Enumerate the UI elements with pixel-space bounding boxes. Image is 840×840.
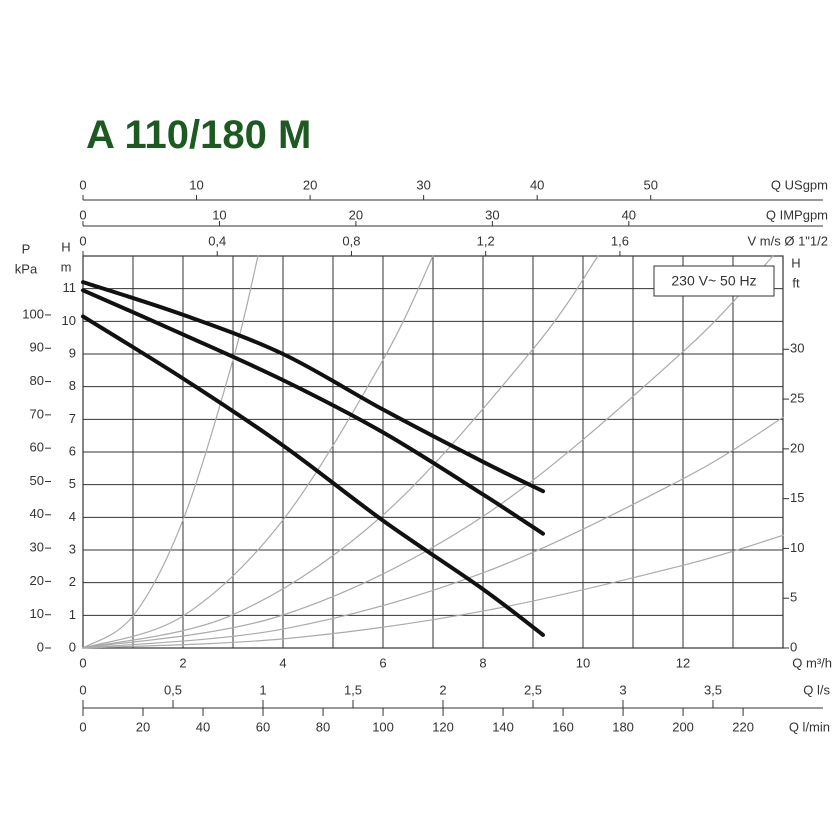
left-tick-label: 60: [30, 440, 44, 455]
y-tick-label: 5: [69, 476, 76, 491]
bottom-tick-label: 60: [256, 719, 270, 734]
left-tick-label: 30: [30, 540, 44, 555]
bottom-tick-label: 20: [136, 719, 150, 734]
x-tick-label: 10: [576, 655, 590, 670]
bottom-tick-label: 180: [612, 719, 634, 734]
right-axis-label: H: [791, 255, 800, 270]
right-axis-unit: ft: [792, 275, 800, 290]
left-tick-label: 80: [30, 373, 44, 388]
y-tick-label: 1: [69, 607, 76, 622]
system-curve: [82, 534, 784, 649]
right-tick-label: 10: [790, 540, 804, 555]
y-tick-label: 7: [69, 411, 76, 426]
x-tick-label: 4: [279, 655, 286, 670]
left-tick-label: 90: [30, 340, 44, 355]
pump-curve: [81, 288, 545, 536]
bottom-tick-label: 100: [372, 719, 394, 734]
right-tick-label: 0: [790, 639, 797, 654]
x-tick-label: 8: [479, 655, 486, 670]
left-tick-label: 10: [30, 606, 44, 621]
top-tick-label: 30: [416, 177, 430, 192]
top-tick-label: 10: [189, 177, 203, 192]
top-tick-label: 1,2: [477, 233, 495, 248]
x-tick-label: 12: [676, 655, 690, 670]
right-tick-label: 15: [790, 490, 804, 505]
right-tick-label: 30: [790, 341, 804, 356]
y-axis-unit: m: [61, 259, 72, 274]
system-curve: [82, 255, 434, 649]
y-tick-label: 9: [69, 345, 76, 360]
top-axis-label: V m/s Ø 1"1/2: [748, 233, 828, 248]
annotation-box: [653, 265, 775, 297]
bottom-tick-label: 0: [79, 682, 86, 697]
x-tick-label: 0: [79, 655, 86, 670]
bottom-tick-label: 160: [552, 719, 574, 734]
bottom-tick-label: 0: [79, 719, 86, 734]
x-axis-label: Q m³/h: [792, 655, 832, 670]
system-curve: [82, 255, 599, 649]
y-tick-label: 2: [69, 574, 76, 589]
top-tick-label: 20: [303, 177, 317, 192]
bottom-tick-label: 3,5: [704, 682, 722, 697]
bottom-tick-label: 40: [196, 719, 210, 734]
left-tick-label: 40: [30, 506, 44, 521]
top-tick-label: 0: [79, 233, 86, 248]
top-tick-label: 30: [485, 207, 499, 222]
left-tick-label: 100: [22, 306, 44, 321]
top-tick-label: 10: [212, 207, 226, 222]
bottom-tick-label: 120: [432, 719, 454, 734]
top-tick-label: 20: [349, 207, 363, 222]
left-tick-label: 0: [37, 639, 44, 654]
y-axis-label: H: [61, 239, 70, 254]
top-tick-label: 0: [79, 177, 86, 192]
right-tick-label: 5: [790, 590, 797, 605]
top-tick-label: 50: [643, 177, 657, 192]
system-curve: [82, 255, 774, 649]
system-curve: [82, 255, 259, 649]
top-tick-label: 0,8: [342, 233, 360, 248]
bottom-tick-label: 80: [316, 719, 330, 734]
top-tick-label: 0,4: [208, 233, 226, 248]
x-tick-label: 2: [179, 655, 186, 670]
y-tick-label: 3: [69, 541, 76, 556]
top-tick-label: 40: [622, 207, 636, 222]
y-tick-label: 0: [69, 639, 76, 654]
y-tick-label: 8: [69, 378, 76, 393]
y-tick-label: 6: [69, 443, 76, 458]
bottom-tick-label: 2: [439, 682, 446, 697]
y-tick-label: 10: [62, 313, 76, 328]
bottom-axis-label: Q l/s: [803, 682, 830, 697]
top-axis-label: Q USgpm: [771, 177, 828, 192]
y-tick-label: 11: [63, 280, 77, 295]
top-tick-label: 1,6: [611, 233, 629, 248]
bottom-tick-label: 220: [732, 719, 754, 734]
bottom-tick-label: 3: [619, 682, 626, 697]
bottom-tick-label: 1: [259, 682, 266, 697]
left-axis-unit: kPa: [15, 261, 38, 276]
bottom-tick-label: 2,5: [524, 682, 542, 697]
pump-curve: [81, 280, 545, 494]
y-tick-label: 4: [69, 509, 76, 524]
chart-title: A 110/180 M: [86, 113, 311, 157]
bottom-tick-label: 140: [492, 719, 514, 734]
top-tick-label: 0: [79, 207, 86, 222]
bottom-tick-label: 1,5: [344, 682, 362, 697]
top-tick-label: 40: [530, 177, 544, 192]
pump-curve: [81, 314, 545, 637]
top-axis-label: Q IMPgpm: [766, 207, 828, 222]
annotation: 230 V~ 50 Hz: [671, 273, 756, 289]
right-tick-label: 25: [790, 391, 804, 406]
left-tick-label: 50: [30, 473, 44, 488]
bottom-tick-label: 200: [672, 719, 694, 734]
bottom-tick-label: 0,5: [164, 682, 182, 697]
x-tick-label: 6: [379, 655, 386, 670]
right-tick-label: 20: [790, 440, 804, 455]
left-tick-label: 70: [30, 406, 44, 421]
left-axis-label: P: [22, 241, 31, 256]
left-tick-label: 20: [30, 573, 44, 588]
bottom-axis-label: Q l/min: [789, 719, 830, 734]
